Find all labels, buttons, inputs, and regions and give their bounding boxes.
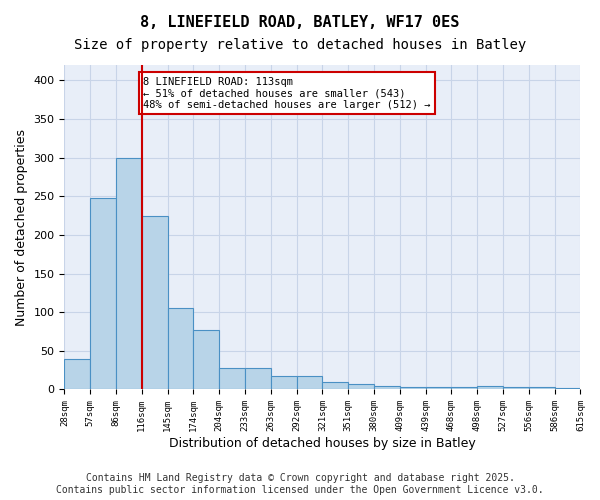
- Text: Contains HM Land Registry data © Crown copyright and database right 2025.
Contai: Contains HM Land Registry data © Crown c…: [56, 474, 544, 495]
- Text: 8 LINEFIELD ROAD: 113sqm
← 51% of detached houses are smaller (543)
48% of semi-: 8 LINEFIELD ROAD: 113sqm ← 51% of detach…: [143, 76, 431, 110]
- Text: 8, LINEFIELD ROAD, BATLEY, WF17 0ES: 8, LINEFIELD ROAD, BATLEY, WF17 0ES: [140, 15, 460, 30]
- Bar: [142, 216, 167, 390]
- Bar: [245, 368, 271, 390]
- Bar: [193, 330, 219, 390]
- Bar: [529, 387, 554, 390]
- Bar: [167, 308, 193, 390]
- Bar: [400, 387, 425, 390]
- Bar: [503, 387, 529, 390]
- Bar: [219, 368, 245, 390]
- Bar: [374, 386, 400, 390]
- Bar: [116, 158, 142, 390]
- Bar: [554, 388, 580, 390]
- Bar: [322, 382, 348, 390]
- X-axis label: Distribution of detached houses by size in Batley: Distribution of detached houses by size …: [169, 437, 476, 450]
- Bar: [477, 386, 503, 390]
- Bar: [451, 387, 477, 390]
- Bar: [64, 358, 90, 390]
- Bar: [271, 376, 296, 390]
- Bar: [425, 387, 451, 390]
- Bar: [90, 198, 116, 390]
- Bar: [348, 384, 374, 390]
- Text: Size of property relative to detached houses in Batley: Size of property relative to detached ho…: [74, 38, 526, 52]
- Bar: [296, 376, 322, 390]
- Y-axis label: Number of detached properties: Number of detached properties: [15, 128, 28, 326]
